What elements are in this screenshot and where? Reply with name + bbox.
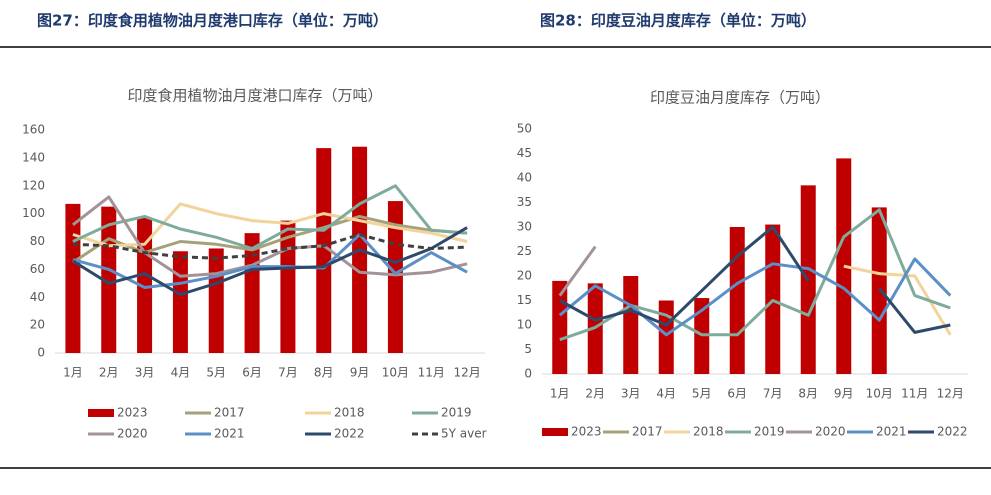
x-tick-label: 8月	[798, 387, 818, 401]
y-tick-label: 35	[517, 195, 532, 209]
y-tick-label: 140	[22, 150, 45, 164]
legend-label: 2021	[876, 425, 907, 439]
bar	[172, 251, 188, 353]
y-tick-label: 25	[517, 244, 532, 258]
legend-label: 2019	[754, 425, 785, 439]
x-tick-label: 7月	[763, 387, 783, 401]
y-tick-label: 100	[22, 206, 45, 220]
x-tick-label: 11月	[418, 366, 445, 380]
legend-label: 5Y aver	[441, 427, 487, 441]
x-tick-label: 3月	[135, 366, 155, 380]
y-tick-label: 160	[22, 123, 45, 137]
caption: 图27：印度食用植物油月度港口库存（单位：万吨）	[37, 12, 388, 30]
chart-title: 印度食用植物油月度港口库存（万吨）	[127, 87, 382, 105]
y-tick-label: 5	[524, 342, 532, 356]
x-tick-label: 8月	[314, 366, 334, 380]
legend-swatch	[542, 428, 568, 436]
bar	[658, 300, 674, 374]
y-tick-label: 20	[30, 318, 45, 332]
legend-label: 2017	[632, 425, 663, 439]
legend-label: 2017	[214, 406, 245, 420]
y-tick-label: 40	[517, 171, 532, 185]
chart-title: 印度豆油月度库存（万吨）	[650, 89, 830, 107]
y-tick-label: 15	[517, 293, 532, 307]
x-tick-label: 12月	[453, 366, 480, 380]
y-tick-label: 60	[30, 262, 45, 276]
x-tick-label: 2月	[585, 387, 605, 401]
series-line	[72, 184, 468, 250]
x-tick-label: 5月	[692, 387, 712, 401]
y-tick-label: 0	[37, 346, 45, 360]
series-line	[72, 214, 468, 264]
legend-label: 2020	[117, 427, 148, 441]
legend-label: 2018	[334, 406, 365, 420]
x-tick-label: 3月	[621, 387, 641, 401]
series-line	[843, 264, 952, 336]
x-tick-label: 7月	[278, 366, 298, 380]
bar	[729, 227, 745, 374]
series-line	[71, 195, 468, 278]
x-tick-label: 6月	[727, 387, 747, 401]
legend-label: 2023	[117, 406, 148, 420]
legend-label: 2020	[815, 425, 846, 439]
y-tick-label: 20	[517, 269, 532, 283]
x-tick-label: 6月	[242, 366, 262, 380]
bar	[836, 158, 852, 374]
x-tick-label: 10月	[866, 387, 893, 401]
series-line	[558, 257, 952, 337]
x-tick-label: 9月	[350, 366, 370, 380]
x-tick-label: 1月	[63, 366, 83, 380]
y-tick-label: 50	[517, 122, 532, 136]
x-tick-label: 4月	[656, 387, 676, 401]
legend-label: 2023	[571, 425, 602, 439]
bar	[623, 276, 639, 374]
x-tick-label: 11月	[901, 387, 928, 401]
x-tick-label: 9月	[834, 387, 854, 401]
caption: 图28：印度豆油月度库存（单位：万吨）	[540, 12, 816, 30]
x-tick-label: 12月	[937, 387, 964, 401]
series-line	[559, 225, 951, 334]
legend-swatch	[88, 409, 114, 417]
legend-label: 2018	[693, 425, 724, 439]
bar	[387, 201, 403, 353]
bar	[316, 148, 332, 353]
y-tick-label: 10	[517, 318, 532, 332]
x-tick-label: 10月	[382, 366, 409, 380]
y-tick-label: 45	[517, 146, 532, 160]
y-tick-label: 120	[22, 178, 45, 192]
series-line	[72, 226, 468, 296]
y-tick-label: 30	[517, 220, 532, 234]
series-line	[72, 233, 468, 289]
y-tick-label: 40	[30, 290, 45, 304]
x-tick-label: 2月	[99, 366, 119, 380]
bar	[280, 220, 296, 353]
bar	[208, 248, 224, 353]
y-tick-label: 0	[524, 367, 532, 381]
y-tick-label: 80	[30, 234, 45, 248]
series-line	[72, 233, 468, 260]
bar	[65, 203, 81, 353]
bar	[871, 207, 887, 374]
legend-label: 2021	[214, 427, 245, 441]
legend-label: 2019	[441, 406, 472, 420]
series-line	[559, 208, 951, 342]
series-line	[558, 245, 597, 297]
legend-label: 2022	[937, 425, 968, 439]
x-tick-label: 4月	[171, 366, 191, 380]
x-tick-label: 1月	[550, 387, 570, 401]
x-tick-label: 5月	[206, 366, 226, 380]
legend-label: 2022	[334, 427, 365, 441]
